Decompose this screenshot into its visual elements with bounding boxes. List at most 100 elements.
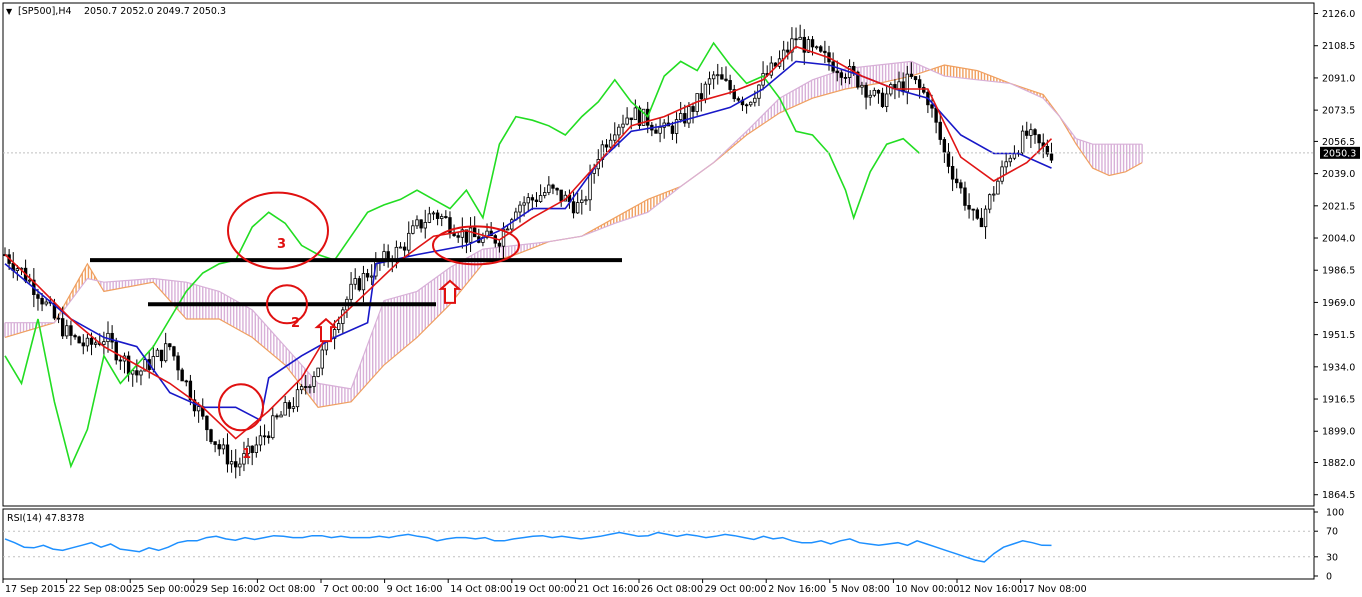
candle-body — [485, 230, 489, 238]
chikou-span-line — [4, 41, 921, 469]
candle-body — [839, 72, 844, 78]
candle-body — [221, 444, 226, 450]
candle-body — [28, 279, 32, 282]
annotation-circle-retest — [432, 225, 520, 266]
price-tick-label: 2039.0 — [1322, 169, 1355, 180]
price-tick-label: 1864.5 — [1322, 490, 1355, 501]
time-tick-label: 2 Nov 16:00 — [768, 584, 826, 595]
candle-body — [1000, 166, 1004, 182]
candle-body — [658, 126, 662, 134]
candle-body — [691, 106, 695, 112]
candle-body — [1049, 153, 1054, 161]
candle-body — [1033, 129, 1037, 136]
candle-body — [213, 441, 217, 445]
candle-body — [860, 84, 864, 88]
candle-body — [56, 317, 61, 320]
candle-body — [744, 104, 749, 107]
rsi-series — [4, 531, 1052, 563]
time-tick-label: 21 Oct 16:00 — [577, 584, 639, 595]
ohlc-readout: 2050.7 2052.0 2049.7 2050.3 — [84, 6, 226, 17]
candle-body — [864, 84, 868, 98]
indicator-lines — [4, 41, 1053, 469]
candle-body — [1020, 130, 1025, 154]
candle-body — [987, 194, 992, 210]
candle-body — [942, 139, 947, 153]
candle-body — [139, 370, 143, 376]
candle-body — [703, 83, 708, 100]
time-tick-label: 12 Nov 16:00 — [959, 584, 1023, 595]
collapse-icon[interactable]: ▼ — [6, 7, 13, 16]
candle-body — [946, 151, 951, 167]
candle-body — [36, 294, 40, 299]
candle-body — [678, 113, 683, 121]
price-tick-label: 2108.5 — [1322, 41, 1355, 52]
candle-body — [275, 415, 279, 418]
up-arrow-icon — [314, 317, 338, 343]
candle-body — [880, 92, 885, 107]
candle-body — [188, 380, 193, 401]
candle-body — [308, 386, 312, 388]
candle-body — [192, 399, 197, 412]
candle-body — [349, 283, 353, 300]
price-tick-label: 2056.5 — [1322, 137, 1355, 148]
candle-body — [89, 337, 94, 345]
candle-body — [353, 278, 357, 285]
candle-body — [460, 229, 465, 238]
candle-body — [102, 341, 106, 345]
candle-body — [897, 81, 901, 90]
candle-body — [69, 325, 73, 336]
candle-body — [505, 228, 510, 231]
candle-body — [398, 246, 403, 249]
candle-body — [604, 144, 609, 148]
annotation-label-2: 2 — [291, 316, 300, 331]
candle-body — [299, 386, 304, 391]
rsi-line — [4, 531, 1052, 563]
candle-body — [114, 341, 118, 361]
candle-body — [823, 50, 827, 54]
price-tick-label: 2073.5 — [1322, 106, 1355, 117]
candle-body — [629, 117, 633, 121]
candle-body — [73, 335, 77, 338]
candle-body — [835, 70, 839, 74]
candle-body — [444, 216, 448, 218]
candle-body — [229, 461, 234, 465]
support-resistance-lines — [90, 258, 622, 307]
candle-body — [209, 429, 213, 443]
candle-body — [580, 199, 584, 203]
candle-body — [440, 216, 444, 219]
candle-body — [155, 349, 160, 357]
candle-body — [526, 197, 530, 204]
candle-body — [295, 389, 300, 408]
candle-body — [234, 461, 238, 468]
candle-body — [238, 463, 242, 468]
candle-body — [819, 46, 823, 52]
candle-body — [955, 178, 959, 184]
candle-body — [312, 376, 316, 387]
candle-body — [571, 201, 576, 214]
candle-body — [959, 182, 963, 189]
candle-body — [415, 219, 419, 227]
candle-body — [996, 180, 1000, 195]
candle-body — [118, 359, 123, 362]
tenkan-sen-line — [4, 45, 1053, 440]
candle-body — [1045, 145, 1050, 155]
price-tick-label: 2091.0 — [1322, 73, 1355, 84]
price-tick-label: 1969.0 — [1322, 298, 1355, 309]
candle-body — [271, 415, 275, 439]
price-tick-label: 2021.5 — [1322, 201, 1355, 212]
candle-body — [790, 38, 794, 53]
annotation-label-3: 3 — [277, 237, 286, 252]
candle-body — [798, 36, 802, 40]
candle-body — [254, 444, 259, 453]
candle-body — [464, 229, 469, 243]
candle-body — [617, 126, 621, 136]
candle-body — [427, 213, 432, 223]
candle-body — [168, 343, 172, 348]
candle-body — [992, 193, 996, 196]
candle-body — [40, 297, 44, 305]
candle-body — [909, 73, 914, 77]
candle-body — [419, 219, 423, 229]
candle-body — [143, 359, 147, 372]
price-tick-label: 1899.0 — [1322, 427, 1355, 438]
